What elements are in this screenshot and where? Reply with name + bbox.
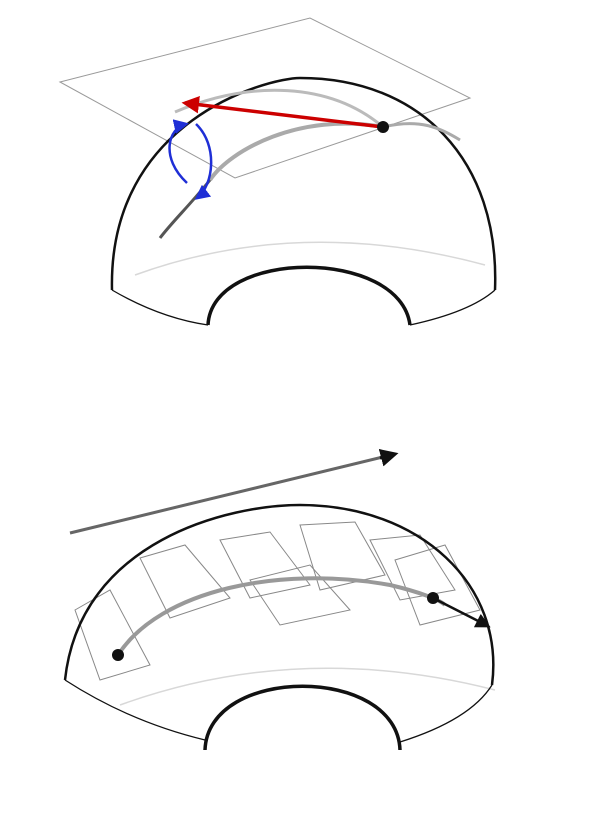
panel-parallel-transport: [63, 449, 496, 751]
hemisphere2-arch: [203, 684, 402, 751]
point-h: [427, 592, 439, 604]
hemisphere-base-right: [409, 289, 496, 326]
geodesic-curve-front: [158, 179, 212, 239]
hemisphere-back-rim: [134, 241, 486, 276]
geodesic-arc-back: [174, 88, 384, 129]
log-arrow: [168, 119, 189, 184]
exp-arrow: [194, 123, 213, 200]
tangent-plane: [58, 17, 472, 179]
point-g: [112, 649, 124, 661]
hemisphere2-base: [64, 679, 206, 741]
geodesic-g-h-head: [432, 596, 491, 628]
hemisphere2-outline: [63, 503, 495, 686]
geodesic-curve: [208, 121, 384, 182]
geodesic-g-h: [116, 576, 447, 657]
hemisphere2-back-rim: [119, 667, 496, 706]
transport-axis: [69, 452, 396, 535]
tangent-planes: [74, 521, 481, 681]
tangent-vector: [181, 95, 384, 129]
geodesic-arc-top: [382, 122, 461, 142]
hemisphere2-base-right: [399, 684, 493, 743]
transport-axis-head: [378, 449, 399, 467]
hemisphere-base: [111, 289, 209, 326]
hemisphere-outline: [110, 76, 497, 291]
panel-tangent-space: [58, 17, 497, 326]
point-x0: [377, 121, 389, 133]
hemisphere-arch: [206, 265, 412, 326]
